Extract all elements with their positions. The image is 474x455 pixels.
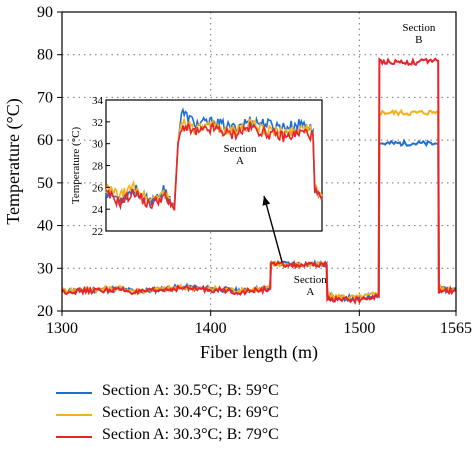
plot-frame xyxy=(61,11,457,312)
annotation-line1: Section xyxy=(402,22,435,34)
axis-ticks: 1300 1400 1500 1565 20 30 40 50 60 70 80 90 xyxy=(37,4,472,337)
x-tick-label: 1500 xyxy=(343,320,375,337)
legend-label: Section A: 30.5°C; B: 59°C xyxy=(102,382,279,399)
inset-y-tick-label: 32 xyxy=(92,117,103,129)
arrow-head-icon xyxy=(262,196,271,206)
y-tick-label: 70 xyxy=(37,89,53,106)
inset-y-tick-label: 22 xyxy=(92,226,103,238)
y-tick-label: 80 xyxy=(37,47,53,64)
annotation-line1: Section xyxy=(294,274,327,286)
main-plot-series xyxy=(61,57,457,306)
y-tick-label: 40 xyxy=(37,218,53,235)
y-tick-label: 60 xyxy=(37,132,53,149)
legend-swatch xyxy=(56,414,92,416)
annotation-line2: B xyxy=(415,34,422,46)
y-tick-label: 90 xyxy=(37,4,53,21)
y-axis-label: Temperature (°C) xyxy=(3,98,24,224)
legend-swatch xyxy=(56,392,92,394)
legend-label: Section A: 30.3°C; B: 79°C xyxy=(102,426,279,443)
x-tick-label: 1300 xyxy=(46,320,78,337)
legend-label: Section A: 30.4°C; B: 69°C xyxy=(102,404,279,421)
annotation-arrow xyxy=(263,195,283,263)
x-tick-label: 1565 xyxy=(440,320,472,337)
series-line-3 xyxy=(61,57,457,306)
x-tick-label: 1400 xyxy=(195,320,227,337)
inset-y-tick-label: 26 xyxy=(92,182,104,194)
inset-y-tick-label: 28 xyxy=(92,161,104,173)
temperature-chart: 1300 1400 1500 1565 20 30 40 50 60 70 80 90 Section… xyxy=(3,4,472,363)
legend-swatch xyxy=(56,436,92,438)
inset-annotation-line2: A xyxy=(236,155,244,167)
inset-y-tick-label: 24 xyxy=(92,204,104,216)
x-axis-label: Fiber length (m) xyxy=(200,342,318,363)
inset-y-axis-label: Temperature (°C) xyxy=(70,127,82,205)
inset-y-tick-label: 34 xyxy=(92,95,104,107)
inset-y-tick-label: 30 xyxy=(92,139,104,151)
inset-annotation-line1: Section xyxy=(224,143,257,155)
y-tick-label: 20 xyxy=(37,303,53,320)
y-tick-label: 30 xyxy=(37,260,53,277)
annotation-line2: A xyxy=(306,286,314,298)
inset-series-line-3 xyxy=(105,121,323,211)
y-tick-label: 50 xyxy=(37,175,53,192)
